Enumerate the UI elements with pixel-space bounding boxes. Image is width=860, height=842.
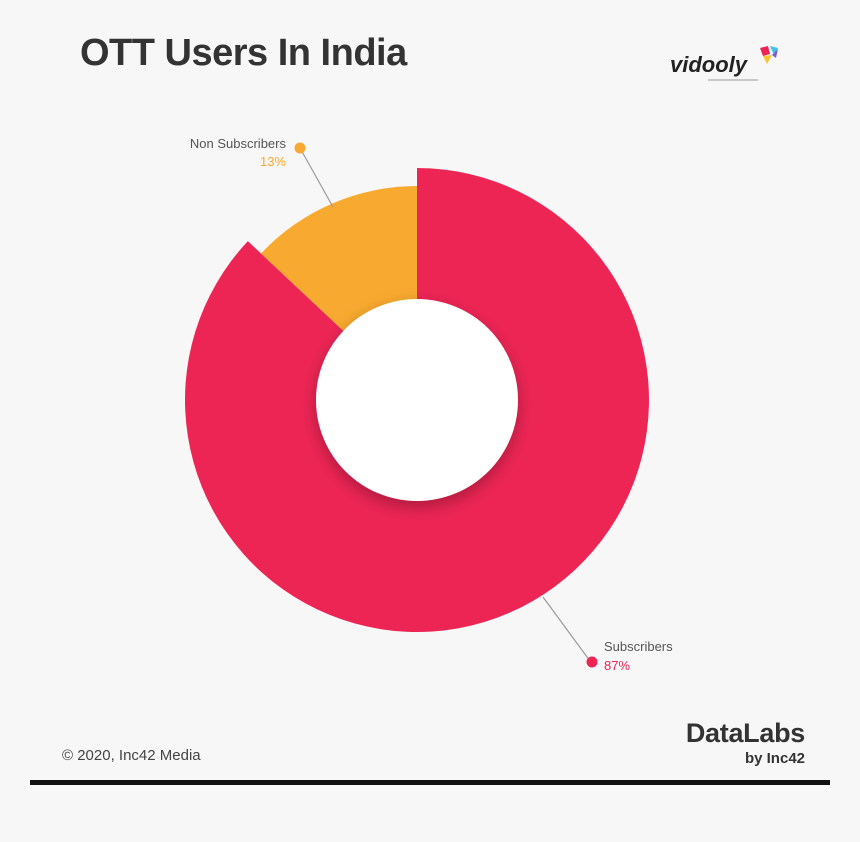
- vidooly-logo-mark-purple: [772, 49, 778, 58]
- datalabs-logo: DataLabs by Inc42: [660, 718, 805, 770]
- non-subscribers-dot: [294, 142, 306, 154]
- vidooly-logo-text: vidooly: [670, 52, 749, 77]
- non-subscribers-percent-label: 13%: [260, 154, 286, 169]
- donut-hole: [316, 299, 518, 501]
- vidooly-logo-mark-blue: [770, 46, 778, 55]
- subscribers-dot: [586, 656, 598, 668]
- chart-title: OTT Users In India: [80, 32, 407, 74]
- vidooly-logo: vidooly: [670, 46, 778, 81]
- copyright-text: © 2020, Inc42 Media: [62, 747, 201, 764]
- vidooly-logo-mark-red: [760, 46, 770, 56]
- footer-divider: [30, 780, 830, 785]
- datalabs-logo-sub: by Inc42: [744, 750, 805, 767]
- non-subscribers-label: Non Subscribers: [190, 136, 287, 151]
- datalabs-logo-main: DataLabs: [685, 718, 805, 748]
- subscribers-label: Subscribers: [604, 639, 673, 654]
- vidooly-logo-mark-yellow: [763, 55, 772, 64]
- subscribers-percent-label: 87%: [604, 658, 630, 673]
- subscribers-leader-line: [542, 596, 591, 662]
- non-subscribers-leader-line: [299, 147, 334, 208]
